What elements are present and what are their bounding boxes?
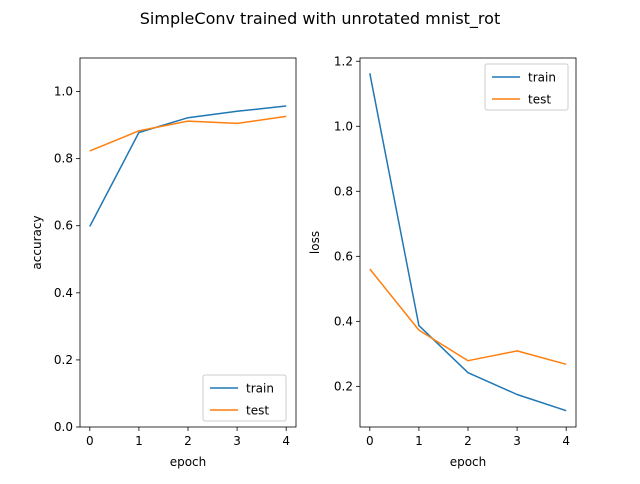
accuracy-ytick-label: 0.6	[54, 219, 73, 233]
accuracy-ytick-label: 0.0	[54, 420, 73, 434]
loss-ytick-label: 1.2	[334, 54, 353, 68]
accuracy-legend-label-train: train	[246, 382, 274, 396]
loss-xtick-label: 3	[513, 434, 521, 448]
figure-title: SimpleConv trained with unrotated mnist_…	[140, 9, 500, 29]
loss-ylabel: loss	[308, 231, 322, 254]
loss-series-test-line	[369, 268, 567, 366]
loss-xlabel: epoch	[450, 455, 487, 469]
loss-ytick-label: 0.4	[334, 314, 353, 328]
accuracy-xtick-label: 4	[282, 434, 290, 448]
loss-legend-label-test: test	[528, 93, 551, 107]
accuracy-series-train-line	[89, 105, 287, 227]
accuracy-xtick-label: 0	[86, 434, 94, 448]
loss-ytick-label: 0.2	[334, 379, 353, 393]
accuracy-xtick-label: 1	[135, 434, 143, 448]
loss-series-train-line	[369, 73, 567, 412]
accuracy-xtick-label: 2	[184, 434, 192, 448]
accuracy-legend-label-test: test	[246, 404, 269, 418]
accuracy-ytick-label: 0.4	[54, 286, 73, 300]
loss-xtick-label: 1	[415, 434, 423, 448]
accuracy-ylabel: accuracy	[30, 215, 44, 269]
accuracy-plot: 0 1 2 3 4 0.0 0.2 0.4 0.6 0.8 1.0 epoch accuracy trai…	[30, 57, 297, 469]
accuracy-ytick-label: 0.8	[54, 152, 73, 166]
accuracy-xlabel: epoch	[170, 455, 207, 469]
accuracy-axes-frame	[79, 57, 297, 428]
accuracy-series-test-line	[89, 115, 287, 152]
accuracy-xtick-label: 3	[233, 434, 241, 448]
loss-ytick-label: 0.8	[334, 184, 353, 198]
loss-axes-frame	[359, 57, 577, 428]
loss-xtick-label: 0	[366, 434, 374, 448]
loss-ytick-label: 0.6	[334, 249, 353, 263]
loss-xtick-label: 2	[464, 434, 472, 448]
accuracy-ytick-label: 0.2	[54, 353, 73, 367]
loss-ytick-label: 1.0	[334, 119, 353, 133]
loss-xtick-label: 4	[562, 434, 570, 448]
loss-plot: 0 1 2 3 4 0.2 0.4 0.6 0.8 1.0 1.2 epoch loss train tes…	[308, 54, 577, 469]
accuracy-ytick-label: 1.0	[54, 85, 73, 99]
loss-legend-label-train: train	[528, 71, 556, 85]
